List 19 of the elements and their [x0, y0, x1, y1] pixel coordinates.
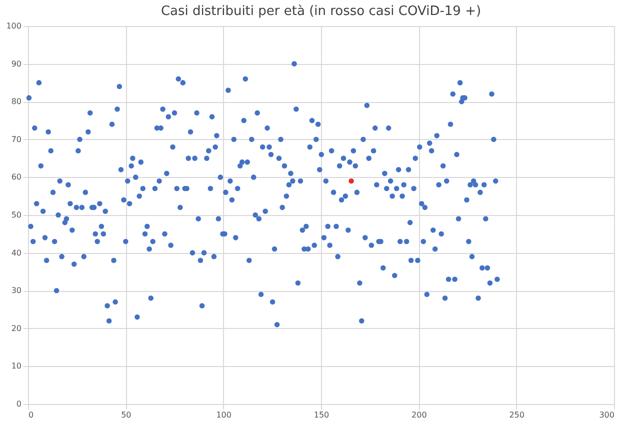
y-tick-label: 90: [11, 59, 22, 68]
y-tick-label: 0: [16, 400, 22, 408]
y-tick-label: 50: [11, 210, 22, 220]
y-tick-label: 80: [11, 97, 22, 106]
x-tick-label: 0: [28, 410, 34, 420]
x-tick-label: 50: [121, 410, 132, 420]
y-tick-label: 40: [11, 248, 22, 258]
x-tick-label: 250: [509, 410, 524, 420]
x-tick-label: 150: [314, 410, 330, 420]
chart-title: Casi distribuiti per età (in rosso casi COViD-19 +): [160, 4, 482, 19]
y-tick-label: 100: [6, 22, 22, 30]
y-tick-label: 10: [11, 362, 22, 371]
y-tick-label: 20: [11, 324, 22, 333]
x-tick-label: 300: [599, 410, 614, 420]
x-tick-label: 100: [216, 410, 232, 420]
y-tick-label: 70: [11, 134, 22, 144]
y-tick-label: 60: [11, 172, 22, 182]
x-tick-label: 200: [412, 410, 427, 420]
y-tick-label: 30: [11, 286, 22, 296]
